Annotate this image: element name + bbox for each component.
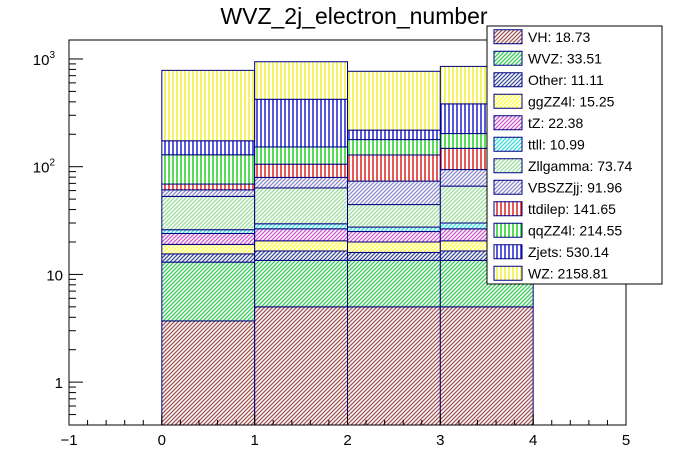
legend-entry-zllgamma: Zllgamma: 73.74 bbox=[528, 158, 632, 174]
bar-wz-bin-0 bbox=[161, 69, 256, 142]
bars-layer bbox=[161, 61, 534, 426]
bar-ttdilep-bin-1 bbox=[254, 163, 349, 178]
legend-entry-wz: WZ: 2158.81 bbox=[528, 265, 608, 281]
legend-entry-ttll: ttll: 10.99 bbox=[528, 136, 585, 152]
x-tick-label: −1 bbox=[60, 432, 77, 449]
x-tick-label: 2 bbox=[343, 432, 351, 449]
legend-swatch-wz bbox=[493, 265, 523, 281]
bar-tz-bin-2 bbox=[347, 231, 441, 243]
bar-ttll-bin-1 bbox=[254, 223, 349, 230]
legend-entry-qqzz4l: qqZZ4l: 214.55 bbox=[528, 222, 622, 238]
legend-entry-wvz: WVZ: 33.51 bbox=[528, 50, 602, 66]
bar-ttdilep-bin-0 bbox=[161, 183, 256, 191]
bar-zjets-bin-0 bbox=[161, 140, 256, 156]
legend-entry-other: Other: 11.11 bbox=[528, 72, 604, 88]
legend-swatch-vbszzjj bbox=[493, 179, 523, 195]
x-tick-label: 5 bbox=[622, 432, 630, 449]
legend-swatch-tz bbox=[493, 115, 523, 131]
chart-title: WVZ_2j_electron_number bbox=[220, 3, 488, 29]
legend-box bbox=[486, 25, 663, 285]
bar-ttdilep-bin-2 bbox=[347, 154, 441, 182]
bar-vh-bin-3 bbox=[439, 306, 534, 426]
legend-swatch-other bbox=[493, 72, 523, 88]
bar-qqzz4l-bin-1 bbox=[254, 146, 349, 165]
legend-swatch-ttll bbox=[493, 136, 523, 152]
y-tick-label: 10 bbox=[46, 267, 63, 284]
x-tick-label: 0 bbox=[158, 432, 166, 449]
bar-ttll-bin-0 bbox=[161, 229, 256, 234]
bar-tz-bin-1 bbox=[254, 228, 349, 242]
bar-zjets-bin-2 bbox=[347, 129, 441, 141]
legend-entry-vh: VH: 18.73 bbox=[528, 29, 590, 45]
legend-swatch-ttdilep bbox=[493, 201, 523, 217]
legend-entry-vbszzjj: VBSZZjj: 91.96 bbox=[528, 179, 622, 195]
legend-swatch-wvz bbox=[493, 50, 523, 66]
legend-entry-tz: tZ: 22.38 bbox=[528, 115, 583, 131]
bar-other-bin-2 bbox=[347, 251, 441, 261]
bar-ggzz4l-bin-0 bbox=[161, 243, 256, 255]
bar-vh-bin-1 bbox=[254, 306, 349, 426]
bar-wvz-bin-0 bbox=[161, 261, 256, 322]
bar-wvz-bin-1 bbox=[254, 259, 349, 308]
legend: VH: 18.73 WVZ: 33.51 Other: 11.11 ggZZ4l: 1… bbox=[486, 25, 663, 285]
bar-tz-bin-0 bbox=[161, 232, 256, 245]
legend-entry-ttdilep: ttdilep: 141.65 bbox=[528, 201, 616, 217]
bar-wz-bin-1 bbox=[254, 61, 349, 100]
legend-swatch-zjets bbox=[493, 244, 523, 260]
bar-vh-bin-2 bbox=[347, 306, 441, 426]
x-tick-label: 1 bbox=[250, 432, 258, 449]
bar-vh-bin-0 bbox=[161, 320, 256, 426]
x-tick-label: 4 bbox=[529, 432, 537, 449]
bar-ggzz4l-bin-1 bbox=[254, 240, 349, 252]
bar-vbszzjj-bin-0 bbox=[161, 189, 256, 197]
bar-zllgamma-bin-2 bbox=[347, 204, 441, 228]
legend-swatch-zllgamma bbox=[493, 158, 523, 174]
legend-entry-zjets: Zjets: 530.14 bbox=[528, 244, 609, 260]
bar-vbszzjj-bin-1 bbox=[254, 176, 349, 189]
bar-wz-bin-2 bbox=[347, 70, 441, 131]
bar-other-bin-1 bbox=[254, 250, 349, 261]
y-tick-label: 1 bbox=[55, 375, 63, 392]
bar-qqzz4l-bin-0 bbox=[161, 154, 256, 185]
bar-wvz-bin-2 bbox=[347, 259, 441, 308]
bar-zllgamma-bin-1 bbox=[254, 187, 349, 225]
bar-vbszzjj-bin-2 bbox=[347, 180, 441, 206]
x-tick-label: 3 bbox=[436, 432, 444, 449]
legend-swatch-vh bbox=[493, 29, 523, 45]
bar-ggzz4l-bin-2 bbox=[347, 241, 441, 253]
legend-entry-ggzz4l: ggZZ4l: 15.25 bbox=[528, 93, 615, 109]
bar-other-bin-0 bbox=[161, 253, 256, 263]
bar-zjets-bin-1 bbox=[254, 98, 349, 148]
bar-ttll-bin-2 bbox=[347, 226, 441, 233]
bar-qqzz4l-bin-2 bbox=[347, 139, 441, 156]
legend-swatch-ggzz4l bbox=[493, 93, 523, 109]
legend-swatch-qqzz4l bbox=[493, 222, 523, 238]
bar-zllgamma-bin-0 bbox=[161, 195, 256, 231]
